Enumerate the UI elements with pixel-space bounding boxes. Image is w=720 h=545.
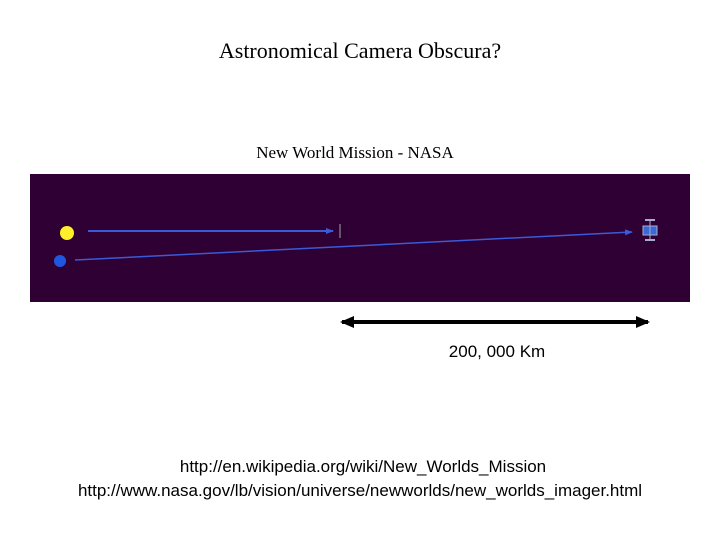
space-background: [30, 174, 690, 302]
planet-light-arrow: [74, 229, 633, 261]
scale-label: 200, 000 Km: [449, 342, 545, 361]
slide-title: Astronomical Camera Obscura?: [219, 38, 501, 63]
star: [60, 226, 74, 240]
telescope: [642, 219, 658, 241]
planet: [54, 255, 66, 267]
diagram-caption: New World Mission - NASA: [256, 143, 454, 162]
link[interactable]: http://www.nasa.gov/lb/vision/universe/n…: [78, 481, 642, 500]
link[interactable]: http://en.wikipedia.org/wiki/New_Worlds_…: [180, 457, 546, 476]
